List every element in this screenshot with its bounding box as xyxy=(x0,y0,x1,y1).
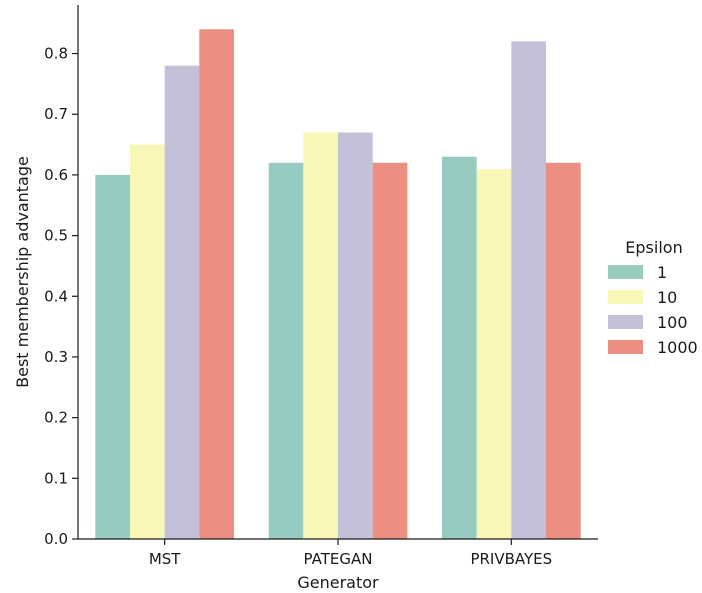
y-tick-label: 0.1 xyxy=(44,469,68,487)
y-tick-label: 0.2 xyxy=(44,409,68,427)
legend-title: Epsilon xyxy=(625,238,682,257)
bars-group xyxy=(95,29,581,540)
y-tick-label: 0.5 xyxy=(44,227,68,245)
y-tick-label: 0.0 xyxy=(44,530,68,548)
bar-mst-eps-1 xyxy=(95,174,130,539)
legend-swatch xyxy=(608,265,643,279)
bar-pategan-eps-1 xyxy=(268,162,304,540)
bar-mst-eps-100 xyxy=(164,65,200,539)
bar-privbayes-eps-10 xyxy=(476,168,512,539)
bar-privbayes-eps-1 xyxy=(442,156,477,540)
legend-label: 1 xyxy=(657,263,667,282)
x-tick-label: MST xyxy=(149,550,181,568)
legend-swatch xyxy=(608,290,643,304)
bar-pategan-eps-10 xyxy=(303,132,338,539)
y-tick-label: 0.3 xyxy=(44,348,68,366)
bar-privbayes-eps-1000 xyxy=(546,162,581,540)
y-tick-label: 0.4 xyxy=(44,287,68,305)
x-axis-label: Generator xyxy=(297,573,379,592)
bar-pategan-eps-100 xyxy=(338,132,373,539)
legend: Epsilon 1 10 100 1000 xyxy=(608,238,698,357)
y-tick-label: 0.6 xyxy=(44,166,68,184)
legend-swatch xyxy=(608,340,643,354)
y-axis-label: Best membership advantage xyxy=(13,156,32,388)
bar-mst-eps-1000 xyxy=(199,29,234,539)
bar-pategan-eps-1000 xyxy=(372,162,408,540)
legend-label: 10 xyxy=(657,288,677,307)
y-tick-label: 0.8 xyxy=(44,45,68,63)
y-tick-label: 0.7 xyxy=(44,105,68,123)
legend-swatch xyxy=(608,315,643,329)
x-ticks-group: MST PATEGAN PRIVBAYES xyxy=(149,539,552,568)
legend-items: 1 10 100 1000 xyxy=(608,263,698,357)
bar-privbayes-eps-100 xyxy=(511,41,546,540)
y-ticks-group: 0.0 0.1 0.2 0.3 0.4 0.5 0.6 0.7 0.8 xyxy=(44,45,78,548)
x-tick-label: PATEGAN xyxy=(304,550,373,568)
legend-label: 1000 xyxy=(657,338,698,357)
bar-mst-eps-10 xyxy=(130,144,165,539)
x-tick-label: PRIVBAYES xyxy=(470,550,552,568)
legend-label: 100 xyxy=(657,313,688,332)
